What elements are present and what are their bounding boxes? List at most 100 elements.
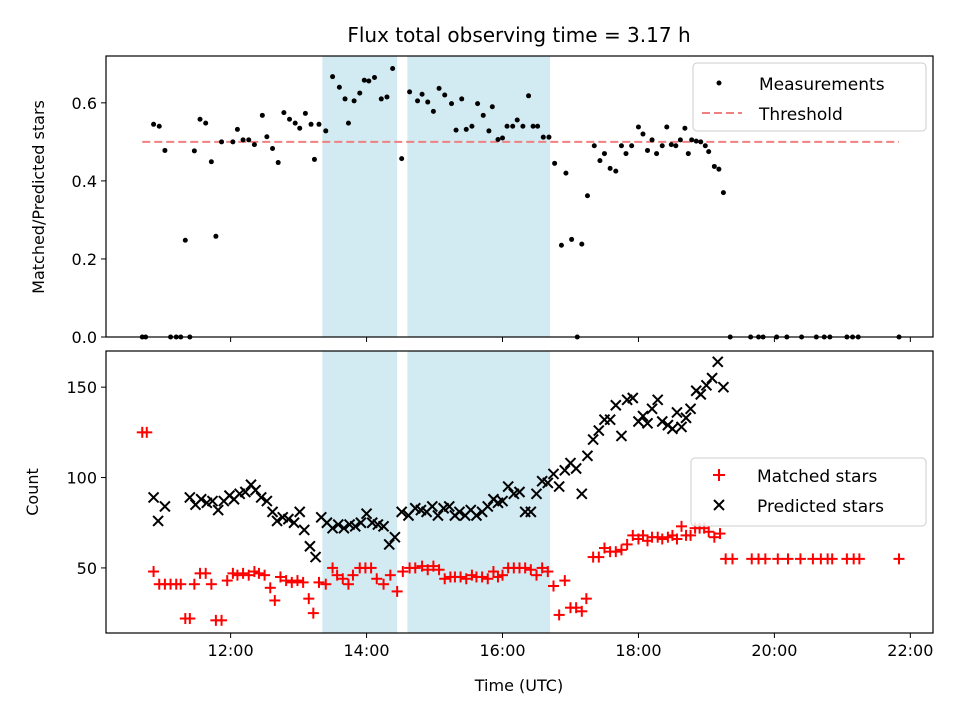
top-legend: Measurements Threshold [692, 62, 927, 132]
predicted-star-point-b [326, 522, 339, 534]
predicted-star-point-b [255, 491, 267, 504]
predicted-star-point [482, 500, 494, 513]
matched-star-point [525, 564, 537, 576]
predicted-star-point [502, 480, 514, 493]
predicted-star-point [547, 468, 560, 480]
matched-star-point [264, 582, 276, 594]
matched-star-point [297, 576, 309, 588]
predicted-star-point [453, 506, 466, 518]
measurement-point [504, 123, 510, 129]
measurement-point [302, 110, 308, 116]
predicted-star-point-b [355, 517, 367, 529]
measurement-point [292, 120, 298, 126]
predicted-star-point-b [147, 491, 160, 504]
matched-star-point [141, 426, 153, 438]
measurement-point [591, 143, 597, 149]
predicted-star-point [553, 480, 565, 493]
bot-shaded-interval-1 [407, 351, 551, 633]
top-y-ticks: 0.0 0.2 0.4 0.6 [72, 94, 106, 347]
bottom-predicted-layer [147, 356, 730, 563]
matched-star-point [433, 564, 445, 576]
matched-star-point [243, 569, 255, 581]
top-shaded-interval-0 [322, 56, 398, 337]
matched-star-point [327, 562, 339, 574]
measurement-point [486, 128, 492, 134]
predicted-star-point [587, 433, 599, 446]
predicted-star-point-b [536, 475, 548, 487]
matched-star-point [853, 553, 865, 565]
predicted-star-point-b [712, 356, 724, 368]
predicted-star-point-b [277, 511, 289, 524]
predicted-star-point [684, 403, 697, 415]
predicted-star-point [513, 486, 526, 498]
measurement-point [453, 127, 459, 133]
predicted-star-point-b [282, 513, 295, 525]
measurement-point [351, 98, 357, 104]
bot-xtick-label: 18:00 [615, 641, 661, 660]
measurement-point [629, 143, 635, 149]
measurement-point [720, 190, 726, 196]
predicted-star-point [525, 506, 537, 518]
legend-matched-marker [713, 469, 725, 481]
measurement-point [407, 89, 413, 95]
legend-matched-label: Matched stars [757, 467, 877, 487]
predicted-star-point [266, 506, 279, 518]
matched-star-point [570, 602, 582, 614]
predicted-star-point [389, 531, 401, 543]
predicted-star-point [615, 430, 628, 442]
measurement-point [569, 236, 575, 242]
measurement-point [287, 116, 293, 122]
matched-star-point [547, 580, 559, 592]
measurement-point [197, 116, 203, 122]
top-panel: 0.0 0.2 0.4 0.6 Matched/Predicted stars Mea… [29, 55, 934, 347]
measurement-point [213, 233, 219, 239]
predicted-star-point [695, 388, 707, 401]
measurement-point [208, 159, 214, 165]
bottom-x-ticks: 12:00 14:00 16:00 18:00 20:00 22:00 [208, 633, 933, 660]
predicted-star-point [671, 406, 683, 419]
predicted-star-point [338, 522, 350, 534]
measurement-point [151, 121, 157, 127]
chart-title: Flux total observing time = 3.17 h [347, 23, 690, 47]
measurement-point [182, 237, 188, 243]
matched-star-point [615, 544, 627, 556]
measurement-point [330, 74, 336, 80]
predicted-star-point [239, 486, 252, 498]
matched-star-point [530, 569, 542, 581]
measurement-point [640, 131, 646, 137]
top-y-axis-label: Matched/Predicted stars [29, 100, 48, 294]
predicted-star-point-b [706, 372, 718, 384]
matched-star-point [200, 567, 212, 579]
predicted-star-point [641, 417, 654, 430]
predicted-star-point-b [641, 417, 654, 430]
measurement-point [430, 108, 436, 114]
matched-star-point [708, 531, 720, 543]
matched-star-point [703, 526, 715, 538]
predicted-star-point-b [610, 399, 622, 411]
matched-star-point [175, 578, 187, 590]
measurement-point [530, 123, 536, 129]
bot-ytick-label: 50 [77, 559, 97, 578]
legend-threshold-label: Threshold [758, 105, 843, 125]
legend-predicted-label: Predicted stars [757, 497, 884, 517]
measurement-point [345, 120, 351, 126]
matched-star-point [221, 575, 233, 587]
predicted-star-point-b [482, 500, 494, 513]
matched-star-point [580, 593, 592, 605]
measurement-point [711, 163, 717, 169]
predicted-star-point [184, 491, 196, 504]
top-measurements-layer [139, 65, 902, 340]
measurement-point [480, 112, 486, 118]
matched-star-point [826, 553, 838, 565]
predicted-star-point [294, 506, 306, 518]
measurement-point [645, 147, 651, 153]
measurement-point [546, 134, 552, 140]
predicted-star-point-b [432, 509, 444, 522]
predicted-star-point [255, 491, 267, 504]
matched-star-point [542, 566, 554, 578]
matched-star-point [237, 567, 249, 579]
matched-star-point [331, 569, 343, 581]
measurement-point [390, 65, 396, 71]
matched-star-point [782, 553, 794, 565]
